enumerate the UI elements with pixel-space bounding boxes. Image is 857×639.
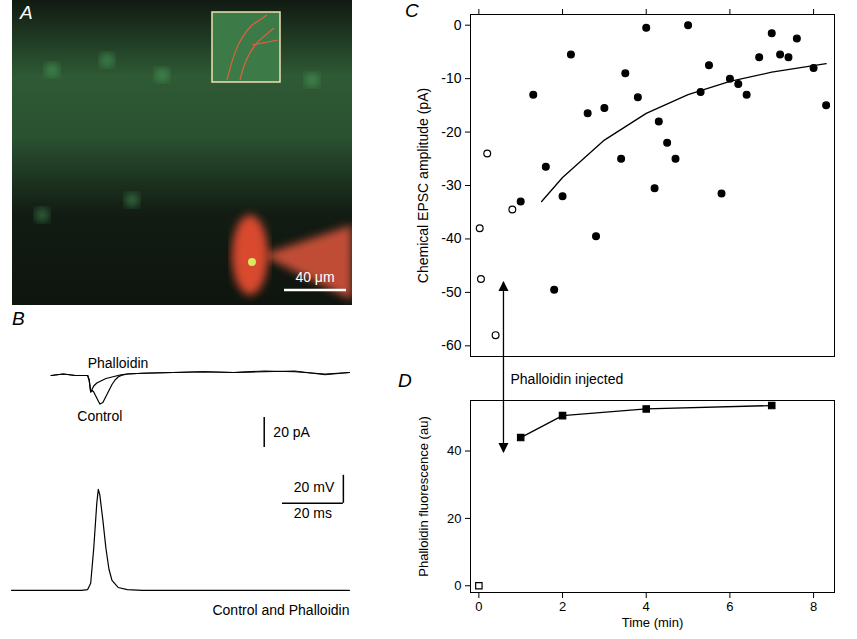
svg-text:40: 40 <box>447 443 461 458</box>
svg-text:20: 20 <box>447 511 461 526</box>
html-text:B: B <box>12 308 25 329</box>
svg-text:0: 0 <box>475 599 482 614</box>
svg-text:8: 8 <box>810 599 817 614</box>
svg-text:-20: -20 <box>441 124 461 140</box>
svg-text:-30: -30 <box>441 177 461 193</box>
svg-text:20 pA: 20 pA <box>273 424 310 440</box>
svg-text:-50: -50 <box>441 284 461 300</box>
svg-text:4: 4 <box>643 599 650 614</box>
svg-text:20 mV: 20 mV <box>294 479 335 495</box>
svg-text:Phalloidin fluorescence (au): Phalloidin fluorescence (au) <box>416 416 431 576</box>
svg-text:Chemical EPSC amplitude (pA): Chemical EPSC amplitude (pA) <box>415 88 431 283</box>
html-text:A: A <box>20 2 33 23</box>
svg-text:Phalloidin: Phalloidin <box>88 355 149 371</box>
html-text:C: C <box>405 0 419 21</box>
svg-text:Phalloidin injected: Phalloidin injected <box>510 371 623 387</box>
svg-text:0: 0 <box>454 578 461 593</box>
svg-text:Control: Control <box>77 408 122 424</box>
html-text:D: D <box>398 370 412 391</box>
svg-text:-60: -60 <box>441 337 461 353</box>
svg-text:20 ms: 20 ms <box>294 505 332 521</box>
svg-text:Control and Phalloidin: Control and Phalloidin <box>212 602 349 618</box>
svg-text:Time (min): Time (min) <box>622 615 684 630</box>
svg-text:6: 6 <box>726 599 733 614</box>
svg-text:2: 2 <box>559 599 566 614</box>
svg-text:-40: -40 <box>441 230 461 246</box>
svg-text:-10: -10 <box>441 70 461 86</box>
svg-text:0: 0 <box>454 17 462 33</box>
svg-text:40 μm: 40 μm <box>295 269 334 285</box>
